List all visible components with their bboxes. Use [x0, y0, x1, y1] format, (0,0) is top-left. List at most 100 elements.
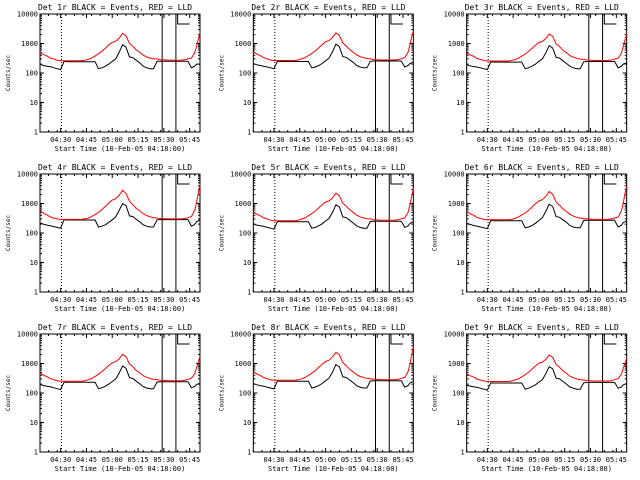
x-tick-label: 05:00: [102, 296, 123, 304]
x-tick-label: 05:30: [580, 456, 601, 464]
y-tick-label: 1000: [21, 200, 38, 208]
x-tick-label: 05:45: [179, 296, 200, 304]
x-tick-label: 04:45: [289, 456, 310, 464]
series-line-events: [466, 365, 627, 391]
chart-title: Det 8r BLACK = Events, RED = LLD: [251, 323, 405, 332]
y-tick-label: 1: [247, 289, 251, 297]
y-tick-label: 1000: [448, 200, 465, 208]
x-tick-label: 05:30: [153, 136, 174, 144]
x-tick-label: 05:15: [341, 456, 362, 464]
x-tick-label: 04:45: [76, 456, 97, 464]
series-line-lld: [253, 188, 414, 222]
x-tick-label: 04:45: [76, 136, 97, 144]
x-tick-label: 04:30: [477, 296, 498, 304]
y-axis-label: Counts/sec: [5, 55, 12, 92]
chart-title: Det 9r BLACK = Events, RED = LLD: [465, 323, 619, 332]
chart-panel-6: Det 6r BLACK = Events, RED = LLD 1 10 100 10…: [432, 163, 628, 313]
y-axis-label: Counts/sec: [5, 215, 12, 252]
y-tick-label: 10000: [444, 331, 465, 339]
x-tick-label: 05:00: [528, 456, 549, 464]
x-axis-label: Start Time (10-Feb-05 04:18:00): [481, 465, 612, 473]
x-tick-label: 05:15: [128, 456, 149, 464]
x-tick-label: 04:30: [263, 136, 284, 144]
series-line-events: [253, 43, 414, 70]
y-tick-label: 100: [452, 230, 465, 238]
y-tick-label: 10000: [17, 171, 38, 179]
y-tick-label: 10: [456, 99, 464, 107]
x-tick-label: 05:00: [315, 296, 336, 304]
x-tick-label: 05:45: [392, 296, 413, 304]
y-tick-label: 1: [460, 289, 464, 297]
series-line-lld: [466, 33, 628, 62]
y-tick-label: 100: [239, 390, 252, 398]
y-tick-label: 100: [25, 230, 38, 238]
x-axis-label: Start Time (10-Feb-05 04:18:00): [481, 305, 612, 313]
chart-panel-8: Det 8r BLACK = Events, RED = LLD 1 10 100 10…: [218, 323, 414, 473]
x-axis-label: Start Time (10-Feb-05 04:18:00): [55, 465, 186, 473]
y-tick-label: 10000: [17, 11, 38, 19]
series-line-events: [253, 363, 414, 390]
y-tick-label: 10: [243, 99, 251, 107]
y-tick-label: 1000: [448, 360, 465, 368]
y-tick-label: 100: [452, 70, 465, 78]
x-tick-label: 04:45: [76, 296, 97, 304]
x-tick-label: 04:45: [289, 136, 310, 144]
y-tick-label: 1: [34, 129, 38, 137]
chart-panel-2: Det 2r BLACK = Events, RED = LLD 1 10 100 10…: [218, 3, 414, 153]
x-tick-label: 04:30: [50, 456, 71, 464]
chart-title: Det 1r BLACK = Events, RED = LLD: [38, 3, 192, 12]
x-tick-label: 05:00: [528, 136, 549, 144]
x-tick-label: 05:30: [367, 296, 388, 304]
x-tick-label: 05:45: [392, 136, 413, 144]
x-axis-label: Start Time (10-Feb-05 04:18:00): [268, 465, 399, 473]
x-tick-label: 05:00: [102, 136, 123, 144]
x-tick-label: 04:30: [50, 296, 71, 304]
interval-bracket: [177, 334, 190, 345]
y-tick-label: 10: [456, 419, 464, 427]
x-tick-label: 04:30: [477, 456, 498, 464]
x-tick-label: 05:15: [128, 296, 149, 304]
x-tick-label: 05:15: [554, 296, 575, 304]
y-tick-label: 100: [452, 390, 465, 398]
chart-panel-9: Det 9r BLACK = Events, RED = LLD 1 10 100 10…: [432, 323, 628, 473]
x-tick-label: 05:30: [580, 136, 601, 144]
y-tick-label: 1000: [21, 360, 38, 368]
series-line-events: [39, 365, 201, 391]
chart-title: Det 5r BLACK = Events, RED = LLD: [251, 163, 405, 172]
y-tick-label: 1: [34, 449, 38, 457]
series-line-lld: [466, 185, 628, 221]
x-tick-label: 05:30: [580, 296, 601, 304]
y-tick-label: 10000: [230, 171, 251, 179]
x-tick-label: 05:30: [153, 296, 174, 304]
x-tick-label: 04:30: [50, 136, 71, 144]
interval-bracket: [390, 334, 404, 345]
y-tick-label: 1000: [21, 40, 38, 48]
x-tick-label: 05:00: [102, 456, 123, 464]
y-tick-label: 10: [456, 259, 464, 267]
x-tick-label: 05:15: [128, 136, 149, 144]
x-axis-label: Start Time (10-Feb-05 04:18:00): [268, 305, 399, 313]
x-tick-label: 04:30: [477, 136, 498, 144]
x-tick-label: 04:45: [503, 456, 524, 464]
interval-bracket: [603, 14, 617, 25]
y-tick-label: 10000: [444, 171, 465, 179]
y-tick-label: 1: [460, 129, 464, 137]
x-tick-label: 05:30: [367, 456, 388, 464]
x-tick-label: 04:30: [263, 296, 284, 304]
y-tick-label: 100: [25, 70, 38, 78]
x-tick-label: 05:45: [606, 456, 627, 464]
chart-panel-3: Det 3r BLACK = Events, RED = LLD 1 10 100 10…: [432, 3, 628, 153]
y-axis-label: Counts/sec: [432, 215, 439, 252]
series-line-events: [466, 44, 627, 71]
x-tick-label: 05:00: [315, 136, 336, 144]
interval-bracket: [390, 14, 404, 25]
interval-bracket: [603, 334, 617, 345]
x-tick-label: 05:15: [341, 296, 362, 304]
y-tick-label: 1000: [234, 200, 251, 208]
y-tick-label: 100: [239, 70, 252, 78]
y-tick-label: 10000: [230, 11, 251, 19]
y-axis-label: Counts/sec: [432, 55, 439, 92]
x-tick-label: 05:45: [606, 136, 627, 144]
y-tick-label: 10000: [444, 11, 465, 19]
y-tick-label: 10: [30, 259, 38, 267]
